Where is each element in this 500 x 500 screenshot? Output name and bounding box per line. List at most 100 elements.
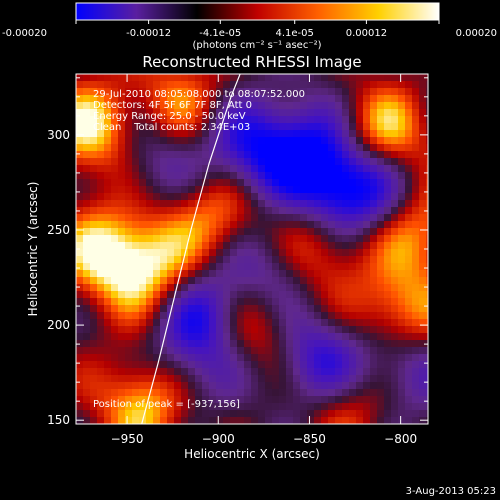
heatmap-cell <box>202 228 210 236</box>
heatmap-cell <box>412 389 420 397</box>
heatmap-cell <box>419 95 427 103</box>
heatmap-cell <box>244 214 252 222</box>
heatmap-cell <box>391 347 399 355</box>
heatmap-cell <box>426 277 428 285</box>
heatmap-cell <box>181 130 189 138</box>
heatmap-cell <box>321 123 329 131</box>
heatmap-cell <box>160 88 168 96</box>
heatmap-cell <box>370 410 378 418</box>
heatmap-cell <box>174 410 182 418</box>
heatmap-cell <box>251 249 259 257</box>
heatmap-cell <box>335 291 343 299</box>
heatmap-cell <box>405 144 413 152</box>
heatmap-cell <box>342 256 350 264</box>
heatmap-cell <box>307 403 315 411</box>
heatmap-cell <box>153 165 161 173</box>
heatmap-cell <box>335 165 343 173</box>
heatmap-cell <box>377 137 385 145</box>
heatmap-cell <box>139 375 147 383</box>
heatmap-cell <box>307 144 315 152</box>
heatmap-cell <box>356 319 364 327</box>
heatmap-cell <box>307 326 315 334</box>
heatmap-cell <box>363 179 371 187</box>
heatmap-cell <box>230 109 238 117</box>
heatmap-cell <box>153 81 161 89</box>
heatmap-cell <box>167 361 175 369</box>
heatmap-cell <box>293 221 301 229</box>
heatmap-cell <box>335 235 343 243</box>
heatmap-cell <box>216 389 224 397</box>
heatmap-cell <box>118 172 126 180</box>
heatmap-cell <box>167 298 175 306</box>
heatmap-cell <box>391 193 399 201</box>
heatmap-cell <box>132 123 140 131</box>
heatmap-cell <box>391 88 399 96</box>
heatmap-cell <box>321 354 329 362</box>
heatmap-cell <box>384 347 392 355</box>
heatmap-cell <box>251 158 259 166</box>
heatmap-cell <box>398 144 406 152</box>
heatmap-cell <box>426 137 428 145</box>
heatmap-cell <box>174 354 182 362</box>
heatmap-cell <box>370 242 378 250</box>
heatmap-cell <box>146 186 154 194</box>
heatmap-cell <box>160 375 168 383</box>
heatmap-cell <box>405 95 413 103</box>
heatmap-cell <box>300 389 308 397</box>
heatmap-cell <box>237 263 245 271</box>
heatmap-cell <box>349 172 357 180</box>
heatmap-cell <box>251 354 259 362</box>
heatmap-cell <box>139 102 147 110</box>
heatmap-cell <box>272 382 280 390</box>
heatmap-cell <box>139 130 147 138</box>
heatmap-cell <box>307 382 315 390</box>
heatmap-cell <box>125 109 133 117</box>
heatmap-cell <box>97 186 105 194</box>
heatmap-cell <box>419 277 427 285</box>
heatmap-cell <box>342 214 350 222</box>
heatmap-cell <box>391 312 399 320</box>
heatmap-cell <box>139 235 147 243</box>
heatmap-cell <box>146 361 154 369</box>
heatmap-cell <box>216 151 224 159</box>
heatmap-cell <box>209 312 217 320</box>
heatmap-cell <box>342 354 350 362</box>
heatmap-cell <box>118 179 126 187</box>
heatmap-cell <box>132 137 140 145</box>
heatmap-cell <box>349 207 357 215</box>
heatmap-cell <box>125 235 133 243</box>
heatmap-cell <box>146 305 154 313</box>
heatmap-cell <box>370 396 378 404</box>
heatmap-cell <box>293 228 301 236</box>
heatmap-cell <box>363 333 371 341</box>
heatmap-cell <box>97 144 105 152</box>
heatmap-cell <box>377 382 385 390</box>
heatmap-cell <box>258 235 266 243</box>
heatmap-cell <box>209 305 217 313</box>
heatmap-cell <box>237 396 245 404</box>
heatmap-cell <box>97 403 105 411</box>
heatmap-cell <box>272 375 280 383</box>
heatmap-cell <box>426 158 428 166</box>
heatmap-cell <box>384 256 392 264</box>
heatmap-cell <box>244 333 252 341</box>
heatmap-cell <box>398 333 406 341</box>
heatmap-cell <box>286 403 294 411</box>
heatmap-cell <box>167 340 175 348</box>
heatmap-cell <box>111 137 119 145</box>
heatmap-cell <box>370 144 378 152</box>
heatmap-cell <box>335 74 343 82</box>
heatmap-cell <box>321 81 329 89</box>
heatmap-cell <box>76 298 84 306</box>
heatmap-cell <box>314 130 322 138</box>
heatmap-cell <box>412 361 420 369</box>
heatmap-cell <box>153 410 161 418</box>
heatmap-cell <box>202 235 210 243</box>
heatmap-cell <box>174 312 182 320</box>
heatmap-cell <box>300 305 308 313</box>
heatmap-cell <box>230 389 238 397</box>
heatmap-cell <box>419 179 427 187</box>
heatmap-cell <box>90 165 98 173</box>
heatmap-cell <box>146 102 154 110</box>
heatmap-cell <box>111 116 119 124</box>
